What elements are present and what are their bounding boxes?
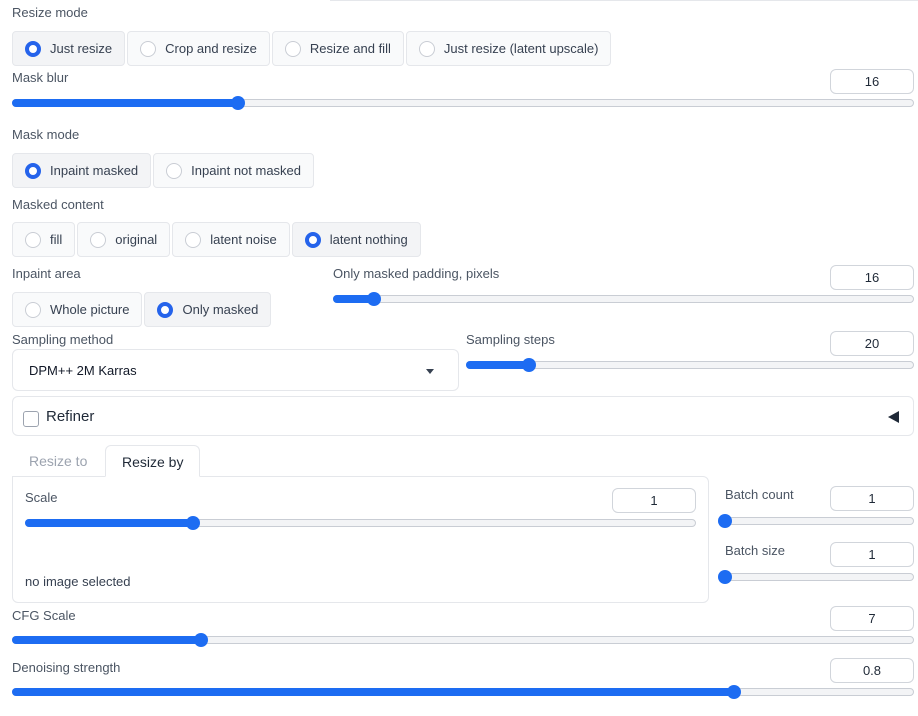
chevron-down-icon	[426, 369, 434, 374]
masked-content-fill[interactable]: fill	[12, 222, 76, 257]
batch-size-slider[interactable]	[718, 568, 914, 586]
slider-fill	[25, 519, 193, 527]
cfg-scale-input[interactable]: 7	[830, 606, 914, 631]
scale-input[interactable]: 1	[612, 488, 696, 513]
no-image-selected-text: no image selected	[25, 574, 131, 589]
resize-mode-latent-upscale[interactable]: Just resize (latent upscale)	[405, 31, 612, 66]
slider-track	[725, 517, 914, 525]
slider-thumb[interactable]	[718, 570, 732, 584]
denoising-strength-slider[interactable]	[12, 683, 914, 701]
slider-fill	[12, 636, 202, 644]
slider-fill	[466, 361, 529, 369]
masked-padding-slider[interactable]	[333, 290, 914, 308]
sampling-method-dropdown[interactable]: DPM++ 2M Karras	[12, 349, 459, 391]
refiner-label: Refiner	[46, 408, 95, 425]
radio-selected-icon	[25, 162, 41, 179]
sampling-method-label: Sampling method	[12, 332, 114, 347]
mask-blur-input[interactable]: 16	[830, 69, 914, 94]
radio-icon	[166, 162, 183, 179]
resize-mode-crop-and-resize[interactable]: Crop and resize	[127, 31, 270, 66]
sampling-steps-input[interactable]: 20	[830, 331, 914, 356]
radio-icon	[90, 231, 107, 248]
scale-label: Scale	[25, 490, 58, 505]
masked-content-group: fill original latent noise latent nothin…	[12, 222, 423, 257]
scale-slider[interactable]	[25, 514, 696, 532]
batch-count-slider[interactable]	[718, 512, 914, 530]
batch-count-label: Batch count	[725, 487, 794, 502]
batch-size-label: Batch size	[725, 543, 785, 558]
radio-selected-icon	[25, 40, 41, 57]
refiner-checkbox[interactable]	[23, 411, 39, 427]
cfg-scale-label: CFG Scale	[12, 608, 76, 623]
top-divider	[330, 0, 918, 1]
slider-thumb[interactable]	[726, 685, 741, 699]
mask-mode-group: Inpaint masked Inpaint not masked	[12, 153, 316, 188]
masked-content-latent-noise[interactable]: latent noise	[172, 222, 290, 257]
tab-resize-by[interactable]: Resize by	[105, 445, 201, 477]
denoising-strength-label: Denoising strength	[12, 660, 121, 675]
sampling-steps-slider[interactable]	[466, 356, 914, 374]
mask-blur-slider[interactable]	[12, 94, 914, 112]
inpaint-area-label: Inpaint area	[12, 266, 81, 281]
collapse-triangle-icon[interactable]	[888, 411, 899, 423]
mask-mode-inpaint-masked[interactable]: Inpaint masked	[12, 153, 152, 188]
radio-selected-icon	[304, 231, 321, 248]
masked-content-original[interactable]: original	[77, 222, 171, 257]
masked-padding-input[interactable]: 16	[830, 265, 914, 290]
cfg-scale-slider[interactable]	[12, 631, 914, 649]
slider-track	[333, 295, 914, 303]
resize-mode-resize-and-fill[interactable]: Resize and fill	[271, 31, 404, 66]
batch-size-input[interactable]: 1	[830, 542, 914, 567]
radio-icon	[284, 40, 301, 57]
tab-resize-to[interactable]: Resize to	[29, 453, 88, 469]
inpaint-area-whole-picture[interactable]: Whole picture	[12, 292, 143, 327]
radio-icon	[418, 40, 435, 57]
sampling-method-value: DPM++ 2M Karras	[29, 363, 137, 378]
mask-blur-label: Mask blur	[12, 70, 69, 85]
radio-icon	[25, 231, 41, 248]
masked-content-latent-nothing[interactable]: latent nothing	[291, 222, 421, 257]
denoising-strength-input[interactable]: 0.8	[830, 658, 914, 683]
refiner-accordion[interactable]: Refiner	[12, 396, 914, 436]
slider-fill	[12, 688, 734, 696]
resize-mode-group: Just resize Crop and resize Resize and f…	[12, 31, 613, 66]
masked-content-label: Masked content	[12, 197, 104, 212]
mask-mode-label: Mask mode	[12, 127, 80, 142]
radio-icon	[185, 231, 202, 248]
slider-thumb[interactable]	[230, 96, 245, 110]
sampling-steps-label: Sampling steps	[466, 332, 555, 347]
resize-mode-label: Resize mode	[12, 5, 88, 20]
radio-icon	[25, 301, 41, 318]
masked-padding-label: Only masked padding, pixels	[333, 266, 500, 281]
slider-thumb[interactable]	[194, 633, 209, 647]
radio-icon	[140, 40, 157, 57]
slider-thumb[interactable]	[185, 516, 200, 530]
slider-fill	[333, 295, 374, 303]
slider-thumb[interactable]	[521, 358, 536, 372]
mask-mode-inpaint-not-masked[interactable]: Inpaint not masked	[153, 153, 315, 188]
inpaint-area-group: Whole picture Only masked	[12, 292, 273, 327]
slider-thumb[interactable]	[366, 292, 381, 306]
batch-count-input[interactable]: 1	[830, 486, 914, 511]
radio-selected-icon	[157, 301, 174, 318]
inpaint-area-only-masked[interactable]: Only masked	[144, 292, 272, 327]
resize-mode-just-resize[interactable]: Just resize	[12, 31, 126, 66]
slider-thumb[interactable]	[718, 514, 732, 528]
slider-fill	[12, 99, 238, 107]
resize-by-panel: Scale 1 no image selected	[12, 476, 709, 603]
slider-track	[725, 573, 914, 581]
